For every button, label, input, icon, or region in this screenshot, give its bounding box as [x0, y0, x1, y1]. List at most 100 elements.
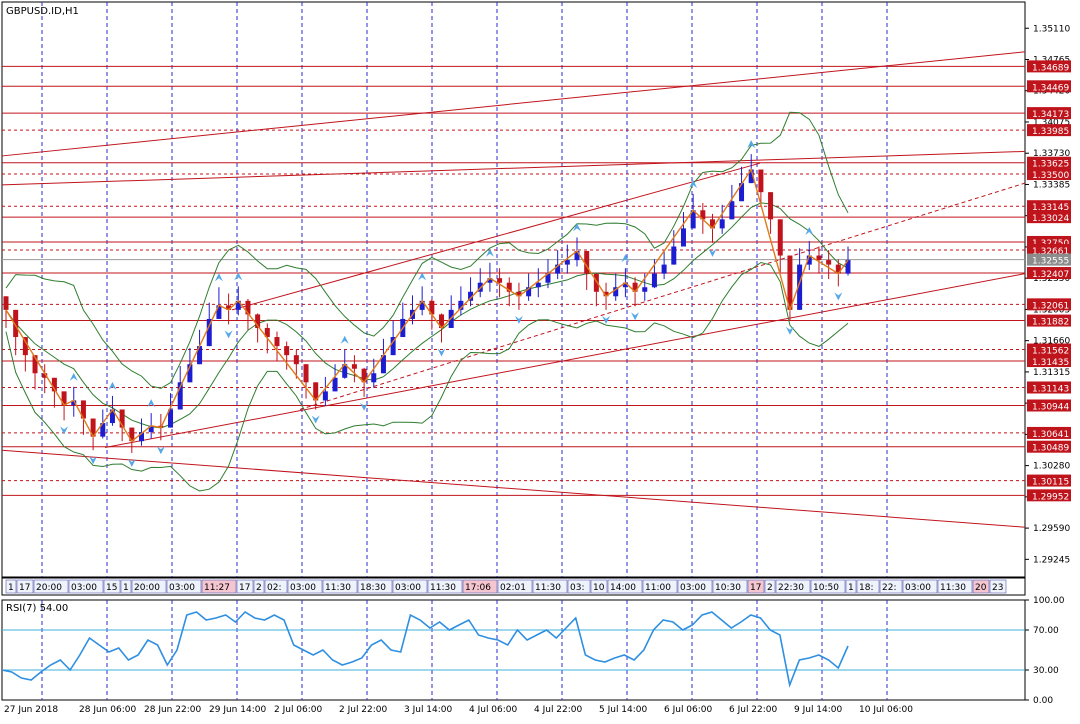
event-marker-label: 20: [975, 583, 987, 593]
event-marker-label: 11:30: [325, 583, 351, 593]
candle-body: [206, 318, 212, 347]
candle-body: [22, 337, 28, 356]
event-marker-label: 11:00: [645, 583, 671, 593]
fractal-down-arrow: [834, 292, 843, 301]
fractal-down-arrow: [437, 348, 446, 357]
fractal-up-arrow: [805, 227, 814, 236]
candle-body: [787, 255, 793, 310]
event-marker-label: 03:: [570, 583, 584, 593]
time-label: 10 Jul 06:00: [859, 705, 913, 715]
candle-body: [284, 346, 290, 356]
event-marker: [677, 579, 713, 594]
candle-body: [197, 346, 203, 365]
lower-descending-line: [1, 449, 1026, 528]
fractal-up-arrow: [69, 372, 78, 381]
level-label: 1.33985: [1032, 127, 1069, 137]
level-label-box: [1027, 399, 1071, 412]
candle-body: [371, 373, 377, 383]
candle-body: [216, 305, 222, 319]
candle-body: [719, 219, 725, 229]
candle-body: [226, 305, 232, 310]
candle-body: [555, 264, 561, 274]
fractal-up-arrow: [689, 179, 698, 188]
time-label: 3 Jul 14:00: [404, 705, 453, 715]
level-label: 1.30641: [1032, 430, 1069, 440]
event-marker: [103, 579, 121, 594]
event-marker: [532, 579, 568, 594]
fractal-down-arrow: [514, 315, 523, 324]
event-marker: [462, 579, 498, 594]
event-marker-label: 1: [848, 583, 854, 593]
level-label: 1.32061: [1032, 301, 1069, 311]
candle-series: [3, 154, 851, 453]
level-label-box: [1027, 244, 1071, 257]
candle-body: [90, 418, 96, 437]
event-marker: [856, 579, 880, 594]
rsi-tick-label: 0.00: [1033, 696, 1053, 706]
candle-body: [826, 260, 832, 265]
candle-body: [768, 192, 774, 220]
upper-band: [5, 111, 849, 389]
candle-body: [535, 282, 541, 288]
event-marker-label: 02:: [267, 583, 281, 593]
candle-body: [129, 427, 135, 442]
candle-body: [710, 219, 716, 229]
candle-body: [651, 273, 657, 288]
level-label: 1.33024: [1032, 214, 1069, 224]
event-strip: 1 17 20:00 03:00 15 1 20:00 03:00 11:27 17 2 02: 03:…: [1, 577, 1026, 596]
candle-body: [322, 391, 328, 401]
zigzag-path: [5, 167, 849, 443]
event-marker-label: 18:30: [360, 583, 386, 593]
event-marker: [357, 579, 393, 594]
event-marker-label: 14:00: [610, 583, 636, 593]
level-label: 1.31562: [1032, 347, 1069, 357]
rsi-tick-label: 100.00: [1033, 596, 1065, 606]
time-label: 2 Jul 06:00: [274, 705, 323, 715]
fractal-down-arrow: [224, 330, 233, 339]
event-marker: [497, 579, 533, 594]
time-label: 2 Jul 22:00: [339, 705, 388, 715]
event-marker: [902, 579, 938, 594]
level-label-box: [1027, 124, 1071, 137]
lower-band: [5, 261, 849, 492]
level-label: 1.31435: [1032, 358, 1069, 368]
candle-body: [574, 251, 580, 261]
fractal-down-arrow: [708, 248, 717, 257]
level-label: 1.33145: [1032, 203, 1069, 213]
price-tick-label: 1.33385: [1033, 180, 1070, 190]
event-marker: [322, 579, 358, 594]
event-marker: [131, 579, 167, 594]
event-marker-label: 20:00: [36, 583, 62, 593]
event-marker-label: 03:00: [169, 583, 195, 593]
candle-body: [313, 382, 319, 401]
level-label: 1.30115: [1032, 478, 1069, 488]
fractal-down-arrow: [156, 446, 165, 455]
event-marker-label: 03:00: [680, 583, 706, 593]
rsi-tick-label: 70.00: [1033, 626, 1059, 636]
fractal-down-arrow: [785, 326, 794, 335]
candle-body: [845, 260, 851, 274]
event-marker-label: 2: [767, 583, 773, 593]
middle-band: [5, 202, 849, 429]
candle-body: [661, 264, 667, 274]
candle-body: [516, 291, 522, 297]
event-marker-label: 03:00: [905, 583, 931, 593]
time-label: 29 Jun 14:00: [209, 705, 266, 715]
event-marker: [5, 579, 17, 594]
price-tick-label: 1.34075: [1033, 118, 1070, 128]
event-marker: [879, 579, 903, 594]
level-label-box: [1027, 440, 1071, 453]
event-marker-label: 20:00: [134, 583, 160, 593]
fractal-arrows: [60, 140, 843, 467]
level-label-box: [1027, 474, 1071, 487]
event-marker-label: 18:: [859, 583, 873, 593]
event-marker-label: 11:30: [940, 583, 966, 593]
fractal-up-arrow: [147, 399, 156, 408]
level-label-box: [1027, 80, 1071, 93]
candle-body: [293, 355, 299, 365]
event-marker: [712, 579, 748, 594]
level-label: 1.34689: [1032, 63, 1069, 73]
candle-body: [526, 287, 532, 297]
dashed-mid-trend: [299, 182, 1026, 410]
